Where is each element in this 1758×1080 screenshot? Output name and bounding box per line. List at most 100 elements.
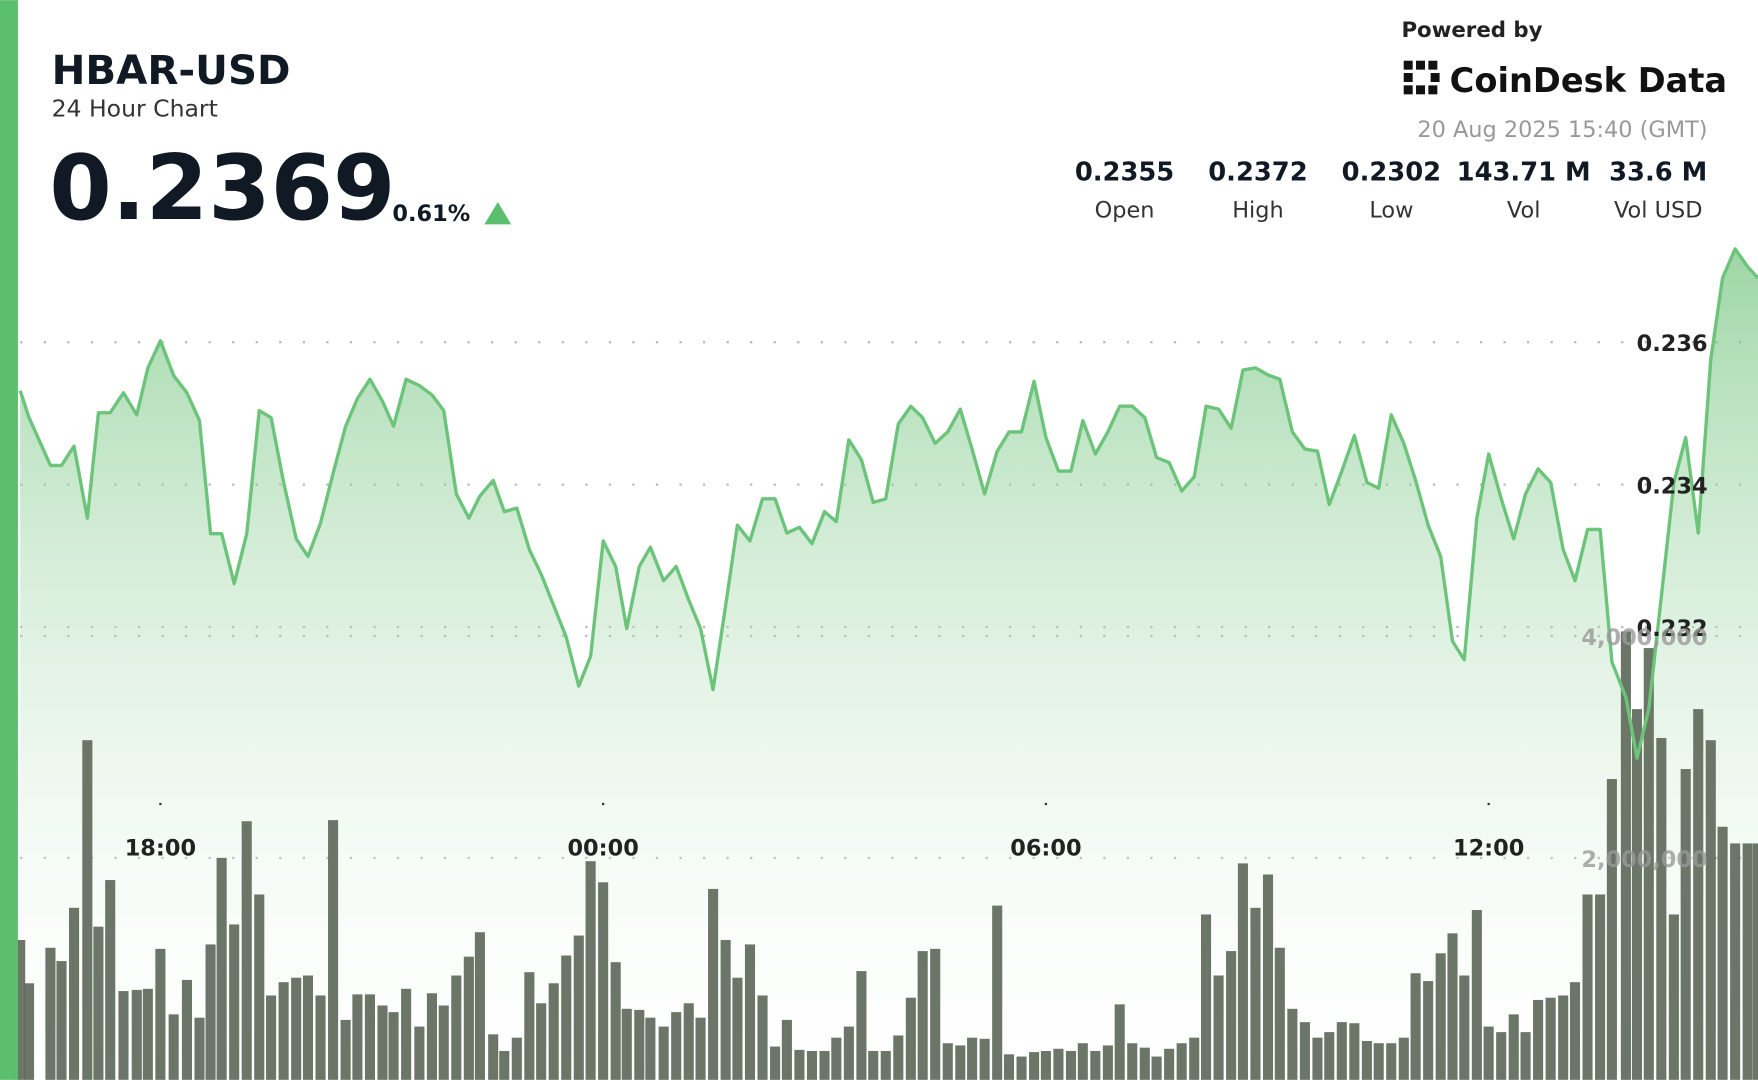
volume-bar [585,861,596,1080]
volume-bar [1717,826,1728,1080]
subtitle: 24 Hour Chart [52,95,218,123]
volume-bar [1558,995,1569,1080]
volume-bar [917,951,928,1080]
volume-bar [819,1050,830,1080]
stat-label: High [1232,198,1284,224]
brand: CoinDesk Data [1450,61,1727,100]
stat-label: Low [1369,198,1413,224]
volume-bar [1312,1037,1323,1080]
x-tick-label: 00:00 [567,836,638,862]
title: HBAR-USD [52,47,291,94]
volume-bar [1016,1056,1027,1080]
bar-layer [15,631,1758,1080]
volume-bar [499,1050,510,1080]
volume-bar [1274,947,1285,1080]
volume-bar [1656,737,1667,1080]
x-tick-label: 06:00 [1010,836,1081,862]
volume-bar [732,977,743,1080]
volume-bar [1090,1050,1101,1080]
volume-bar [278,982,289,1080]
volume-bar [1620,631,1631,1080]
volume-bar [1287,1008,1298,1080]
volume-bar [757,995,768,1080]
volume-bar [806,1050,818,1080]
stat-label: Vol [1507,198,1541,224]
volume-bar [561,955,572,1080]
label-layer: 0.232 0.234 0.236 2,000,000 4,000,000 18:00 00… [125,331,1708,873]
plot: 0.232 0.234 0.236 2,000,000 4,000,000 18:00 00… [15,247,1758,1080]
volume-bar [1693,709,1704,1080]
volume-bar [880,1050,891,1080]
change: 0.61% [392,201,470,227]
volume-bar [942,1043,953,1080]
volume-bar [1595,894,1606,1080]
volume-bar [155,948,166,1080]
volume-bar [1752,843,1758,1080]
volume-bar [1139,1047,1150,1080]
volume-bar [1435,953,1446,1080]
volume-bar [967,1037,978,1080]
volume-bar [610,962,621,1080]
volume-bar [1471,910,1482,1080]
volume-bar [1410,973,1421,1080]
stat-value: 0.2372 [1208,158,1307,188]
volume-bar [1742,843,1753,1080]
volume-bar [451,975,462,1080]
volume-bar [634,1009,645,1080]
volume-bar [979,1038,990,1080]
volume-bar [82,740,93,1080]
volume-bar [229,924,240,1080]
volume-bar [1569,982,1581,1080]
volume-bar [1299,1022,1310,1080]
volume-bar [142,988,153,1080]
price-line [18,247,1758,760]
volume-bar [781,1019,792,1080]
volume-bar [955,1045,966,1080]
volume-bar [1349,1023,1360,1080]
volume-bar [621,1008,632,1080]
powered-by: Powered by [1401,18,1542,43]
stat-value: 0.2302 [1342,158,1441,188]
volume-bar [1680,769,1691,1080]
volume-bar [401,988,412,1080]
volume-bar [328,820,339,1080]
volume-bar [1361,1040,1372,1080]
volume-bar [291,977,302,1080]
volume-bar [1226,951,1237,1080]
volume-bar [536,1003,547,1080]
volume-bar [1237,863,1248,1080]
volume-bar [1102,1045,1113,1080]
volume-bar [658,1026,669,1080]
accent-stripe [0,0,18,1080]
volume-bar [1053,1048,1064,1080]
volume-bar [241,821,252,1080]
volume-bar [463,956,474,1080]
up-arrow [484,201,512,225]
volume-bar [1262,874,1274,1080]
stat-value: 0.2355 [1075,158,1174,188]
volume-bar [1040,1050,1051,1080]
volume-bar [1127,1043,1138,1080]
volume-bar [194,1017,205,1080]
volume-bar [1483,1026,1494,1080]
y-tick-label: 0.232 [1637,616,1708,642]
volume-bar [1730,843,1741,1080]
volume-bar [364,994,376,1080]
volume-bar [23,983,35,1080]
volume-bar [315,995,326,1080]
x-tick-label: 12:00 [1453,836,1524,862]
brand-logo [1403,60,1440,95]
volume-bar [56,961,67,1080]
volume-bar [1643,648,1654,1080]
volume-bar [352,994,363,1080]
volume-bar [1176,1043,1187,1080]
volume-bar [181,979,192,1080]
price: 0.2369 [49,137,395,241]
volume-bar [573,935,584,1080]
y2-tick-label: 2,000,000 [1581,847,1707,873]
volume-bar [930,948,941,1080]
volume-bar [992,905,1003,1080]
volume-bar [831,1037,842,1080]
volume-bar [15,939,26,1080]
